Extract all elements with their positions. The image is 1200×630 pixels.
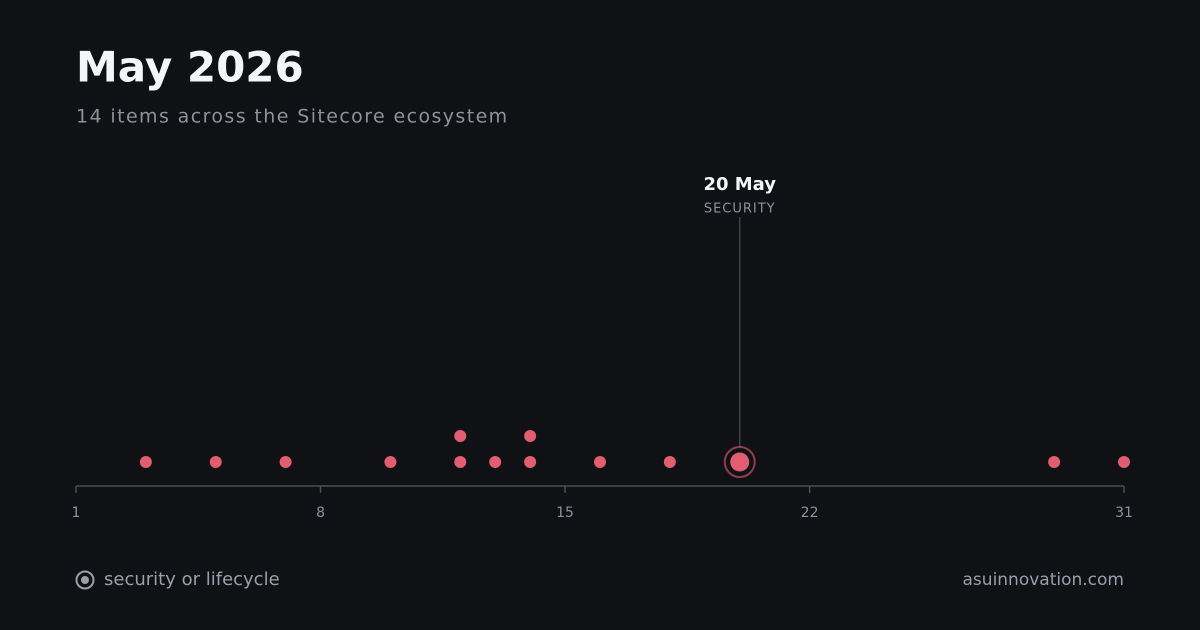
chart-subtitle: 14 items across the Sitecore ecosystem: [76, 106, 509, 128]
chart-title: May 2026: [76, 43, 304, 92]
highlight-dot: [730, 452, 750, 472]
dot: [384, 456, 397, 468]
annotation-label: 20 May: [703, 174, 776, 195]
dot: [454, 456, 467, 468]
dot: [209, 456, 222, 468]
legend-icon-dot: [81, 576, 89, 584]
annotation-category: SECURITY: [704, 202, 776, 217]
dot: [1048, 456, 1061, 468]
footer: asuinnovation.com: [963, 570, 1124, 590]
dot: [1118, 456, 1130, 468]
dot: [594, 456, 606, 468]
legend-icon: [75, 570, 95, 590]
dot: [489, 456, 502, 468]
x-tick-label: 31: [1115, 505, 1133, 521]
dot: [663, 456, 676, 468]
dot: [524, 430, 537, 442]
highlight-ring: [723, 446, 756, 478]
x-tick-label: 22: [801, 505, 819, 521]
x-tick-label: 8: [316, 505, 325, 521]
x-tick-label: 1: [72, 505, 81, 521]
dot: [454, 430, 467, 442]
dot: [524, 456, 537, 468]
dot: [279, 456, 292, 468]
x-tick-label: 15: [556, 505, 574, 521]
legend-label: security or lifecycle: [104, 569, 280, 590]
dot: [139, 456, 152, 468]
